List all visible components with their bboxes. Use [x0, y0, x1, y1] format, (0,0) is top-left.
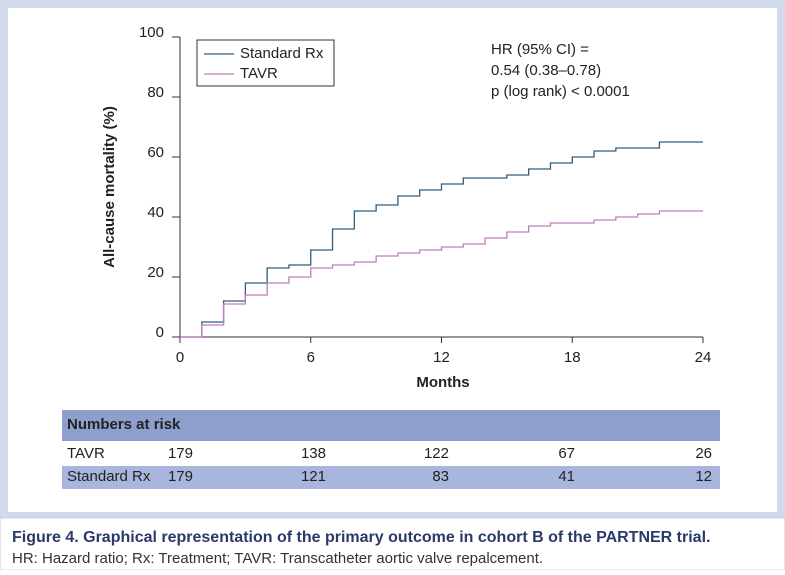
risk-value: 122 — [424, 445, 449, 462]
annotation: HR (95% CI) = — [491, 41, 589, 58]
risk-value: 41 — [558, 468, 575, 485]
y-tick-label: 100 — [139, 24, 164, 41]
annotation: 0.54 (0.38–0.78) — [491, 62, 601, 79]
x-tick-label: 18 — [564, 349, 581, 366]
risk-value: 67 — [558, 445, 575, 462]
y-tick-label: 80 — [147, 84, 164, 101]
y-axis-title: All-cause mortality (%) — [101, 106, 118, 268]
x-tick-label: 24 — [695, 349, 712, 366]
risk-value: 121 — [301, 468, 326, 485]
x-tick-label: 6 — [307, 349, 315, 366]
risk-value: 12 — [695, 468, 712, 485]
risk-row — [62, 466, 720, 489]
km-curve — [180, 141, 703, 338]
y-tick-label: 60 — [147, 144, 164, 161]
risk-row-label: Standard Rx — [67, 468, 151, 485]
y-tick-label: 0 — [156, 324, 164, 341]
legend — [196, 39, 335, 87]
x-tick-label: 12 — [433, 349, 450, 366]
caption-title: Figure 4. Graphical representation of th… — [12, 529, 710, 546]
km-curve — [180, 210, 703, 338]
caption-text: HR: Hazard ratio; Rx: Treatment; TAVR: T… — [12, 550, 543, 567]
y-tick-label: 40 — [147, 204, 164, 221]
y-tick-label: 20 — [147, 264, 164, 281]
x-axis-title: Months — [416, 374, 469, 391]
risk-value: 26 — [695, 445, 712, 462]
risk-header — [62, 410, 720, 441]
legend-label: Standard Rx — [240, 45, 324, 62]
risk-value: 179 — [168, 468, 193, 485]
legend-label: TAVR — [240, 65, 278, 82]
risk-value: 83 — [432, 468, 449, 485]
annotation: p (log rank) < 0.0001 — [491, 83, 630, 100]
risk-row-label: TAVR — [67, 445, 105, 462]
x-tick-label: 0 — [176, 349, 184, 366]
risk-value: 138 — [301, 445, 326, 462]
risk-title: Numbers at risk — [67, 416, 181, 433]
risk-row — [62, 443, 720, 466]
caption-box — [0, 517, 785, 571]
risk-value: 179 — [168, 445, 193, 462]
